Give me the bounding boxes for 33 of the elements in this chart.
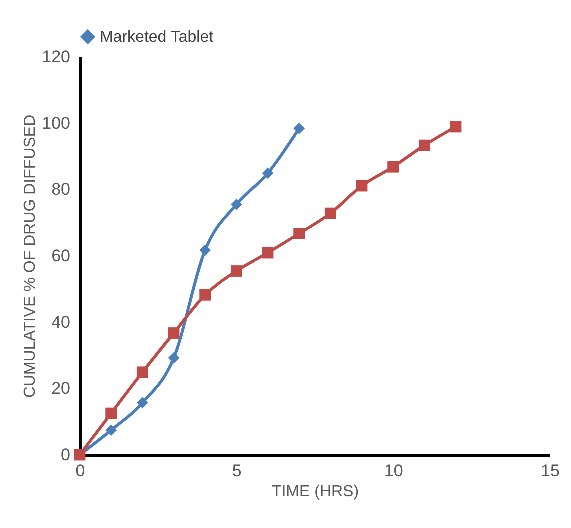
x-tick-label: 5 — [232, 462, 242, 480]
point — [450, 121, 462, 133]
y-tick-label: 0 — [61, 446, 70, 464]
legend-label: Marketed Tablet — [100, 29, 214, 46]
point — [200, 289, 212, 301]
point — [418, 140, 430, 152]
point — [388, 161, 400, 173]
point — [136, 397, 148, 409]
point — [230, 198, 242, 210]
y-tick-label: 80 — [52, 180, 70, 200]
point — [200, 244, 212, 256]
point — [230, 266, 242, 277]
point — [294, 228, 306, 240]
point — [262, 168, 274, 180]
y-tick-label: 120 — [42, 48, 70, 66]
point — [324, 208, 336, 220]
y-tick-label: 60 — [52, 246, 70, 266]
point — [168, 352, 180, 364]
y-tick-label: 100 — [42, 114, 70, 133]
x-axis-title: TIME (HRS) — [272, 484, 360, 500]
y-tick-label: 40 — [52, 312, 70, 332]
point — [136, 366, 148, 378]
point — [106, 424, 118, 436]
point — [168, 328, 180, 339]
y-axis-title: CUMULATIVE % OF DRUG DIFFUSED — [22, 114, 40, 398]
x-tick-label: 10 — [384, 462, 404, 480]
x-tick-label: 15 — [541, 462, 560, 480]
point — [262, 247, 274, 259]
point — [294, 122, 306, 134]
x-tick-label: 0 — [76, 462, 86, 480]
point — [106, 408, 118, 420]
y-tick-label: 20 — [52, 379, 70, 398]
point — [356, 180, 368, 192]
